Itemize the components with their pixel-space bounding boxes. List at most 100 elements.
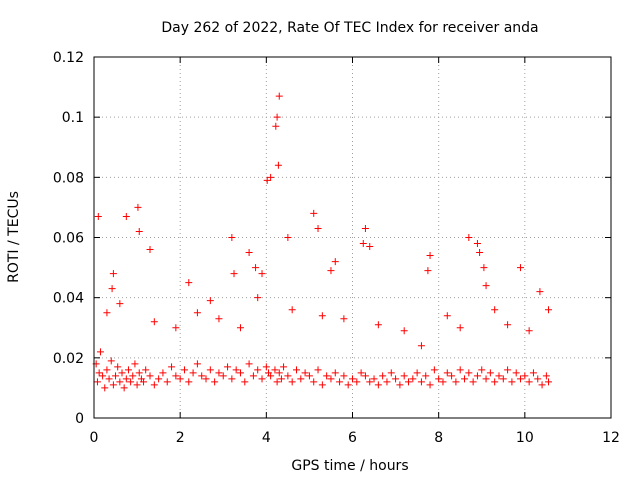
x-tick-label: 10	[516, 430, 534, 446]
data-point	[185, 378, 193, 386]
data-point	[396, 381, 404, 389]
x-axis-tick-labels: 0 2 4 6 8 10 12	[90, 430, 620, 446]
data-point	[112, 372, 120, 380]
data-point	[486, 369, 494, 377]
data-point	[99, 372, 107, 380]
data-point	[114, 363, 122, 371]
data-point	[93, 378, 101, 386]
data-point	[228, 375, 236, 383]
data-point	[120, 384, 128, 392]
data-point	[430, 366, 438, 374]
data-point	[168, 363, 176, 371]
data-point	[94, 212, 102, 220]
data-point	[176, 375, 184, 383]
data-point	[193, 360, 201, 368]
data-point	[383, 378, 391, 386]
data-point	[370, 375, 378, 383]
data-point	[274, 161, 282, 169]
data-point	[236, 324, 244, 332]
data-point	[146, 372, 154, 380]
data-point	[478, 366, 486, 374]
data-point	[232, 366, 240, 374]
data-point	[435, 375, 443, 383]
data-point	[245, 249, 253, 257]
data-point	[357, 369, 365, 377]
data-point	[159, 369, 167, 377]
grid-lines	[94, 57, 611, 418]
data-point	[353, 378, 361, 386]
data-point	[491, 306, 499, 314]
data-point	[96, 348, 104, 356]
data-point	[284, 234, 292, 241]
data-point	[172, 372, 180, 380]
data-point	[127, 378, 135, 386]
data-point	[517, 264, 525, 272]
data-point	[473, 372, 481, 380]
data-point	[202, 375, 210, 383]
y-tick-label: 0.08	[53, 170, 84, 186]
data-point	[163, 378, 171, 386]
data-point	[258, 375, 266, 383]
data-point	[456, 366, 464, 374]
data-point	[417, 378, 425, 386]
data-point	[545, 378, 553, 386]
data-point	[476, 249, 484, 257]
data-point	[452, 378, 460, 386]
data-point	[280, 363, 288, 371]
data-point	[224, 363, 232, 371]
data-point	[275, 92, 283, 100]
data-point	[219, 372, 227, 380]
data-point	[198, 372, 206, 380]
data-point	[301, 369, 309, 377]
data-point	[134, 203, 142, 211]
data-point	[534, 375, 542, 383]
data-point	[359, 240, 367, 248]
data-point	[512, 369, 520, 377]
data-point	[193, 309, 201, 317]
data-point	[109, 270, 117, 278]
data-point	[536, 288, 544, 296]
data-point	[392, 375, 400, 383]
data-point	[271, 366, 279, 374]
data-point	[228, 234, 236, 241]
data-point	[426, 252, 434, 260]
data-point	[310, 378, 318, 386]
data-point	[413, 369, 421, 377]
data-point	[284, 372, 292, 380]
data-point	[131, 360, 139, 368]
data-point	[340, 372, 348, 380]
data-point	[439, 378, 447, 386]
data-point	[405, 378, 413, 386]
data-point	[249, 372, 257, 380]
data-point	[103, 309, 111, 317]
data-point	[508, 378, 516, 386]
data-point	[366, 378, 374, 386]
data-point	[349, 375, 356, 383]
data-point	[172, 324, 180, 332]
data-point	[107, 357, 115, 365]
data-point	[288, 306, 296, 314]
data-point	[529, 369, 537, 377]
data-point	[254, 366, 262, 374]
data-point	[482, 375, 490, 383]
data-point	[461, 375, 469, 383]
data-point	[361, 372, 369, 380]
data-point	[245, 360, 253, 368]
y-axis-label: ROTI / TECUs	[6, 191, 22, 283]
data-point	[344, 381, 352, 389]
data-point	[146, 246, 154, 254]
data-point	[118, 369, 126, 377]
data-point	[140, 378, 148, 386]
data-point	[215, 315, 223, 323]
x-tick-label: 0	[90, 430, 99, 446]
data-point	[95, 369, 103, 377]
data-point	[327, 375, 335, 383]
data-point	[105, 375, 113, 383]
y-tick-label: 0.1	[62, 110, 84, 126]
data-point	[297, 375, 305, 383]
data-point	[103, 366, 111, 374]
data-point	[272, 122, 280, 130]
data-point	[473, 240, 481, 248]
data-point	[258, 270, 266, 278]
data-point	[387, 369, 395, 377]
